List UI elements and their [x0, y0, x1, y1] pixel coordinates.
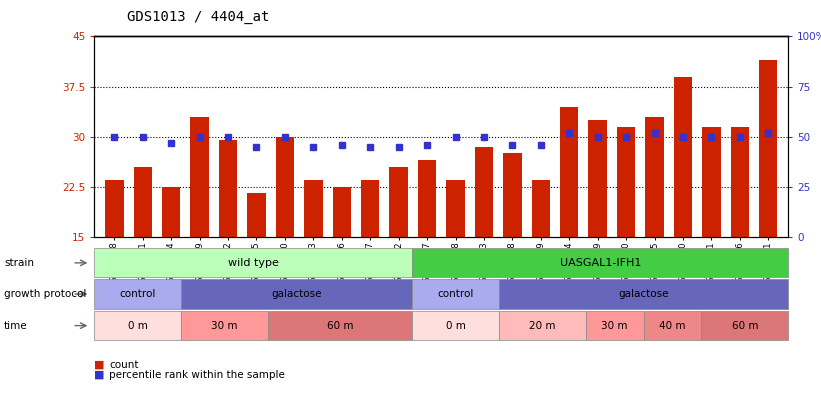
Text: UASGAL1-IFH1: UASGAL1-IFH1: [560, 258, 641, 268]
Bar: [503, 153, 521, 337]
Text: control: control: [120, 289, 156, 299]
Text: strain: strain: [4, 258, 34, 268]
Bar: [247, 194, 266, 337]
Text: 0 m: 0 m: [128, 321, 148, 330]
Bar: [731, 127, 749, 337]
Bar: [333, 187, 351, 337]
Text: galactose: galactose: [618, 289, 669, 299]
Bar: [105, 180, 123, 337]
Bar: [589, 120, 607, 337]
Bar: [531, 180, 550, 337]
Bar: [560, 107, 579, 337]
Text: 20 m: 20 m: [530, 321, 556, 330]
Text: wild type: wild type: [228, 258, 279, 268]
Bar: [190, 117, 209, 337]
Bar: [674, 77, 692, 337]
Bar: [475, 147, 493, 337]
Text: 60 m: 60 m: [327, 321, 353, 330]
Text: 30 m: 30 m: [211, 321, 238, 330]
Bar: [702, 127, 721, 337]
Text: ■: ■: [94, 370, 105, 379]
Bar: [617, 127, 635, 337]
Bar: [418, 160, 436, 337]
Bar: [304, 180, 323, 337]
Bar: [447, 180, 465, 337]
Text: 30 m: 30 m: [602, 321, 628, 330]
Text: ■: ■: [94, 360, 105, 369]
Text: galactose: galactose: [272, 289, 322, 299]
Bar: [219, 140, 237, 337]
Text: percentile rank within the sample: percentile rank within the sample: [109, 370, 285, 379]
Text: control: control: [438, 289, 474, 299]
Bar: [389, 167, 408, 337]
Bar: [759, 60, 777, 337]
Text: count: count: [109, 360, 139, 369]
Text: growth protocol: growth protocol: [4, 289, 86, 299]
Bar: [162, 187, 181, 337]
Text: 0 m: 0 m: [446, 321, 466, 330]
Bar: [276, 137, 294, 337]
Text: GDS1013 / 4404_at: GDS1013 / 4404_at: [127, 10, 269, 24]
Text: time: time: [4, 321, 28, 330]
Bar: [361, 180, 379, 337]
Text: 40 m: 40 m: [659, 321, 686, 330]
Bar: [134, 167, 152, 337]
Text: 60 m: 60 m: [732, 321, 758, 330]
Bar: [645, 117, 663, 337]
